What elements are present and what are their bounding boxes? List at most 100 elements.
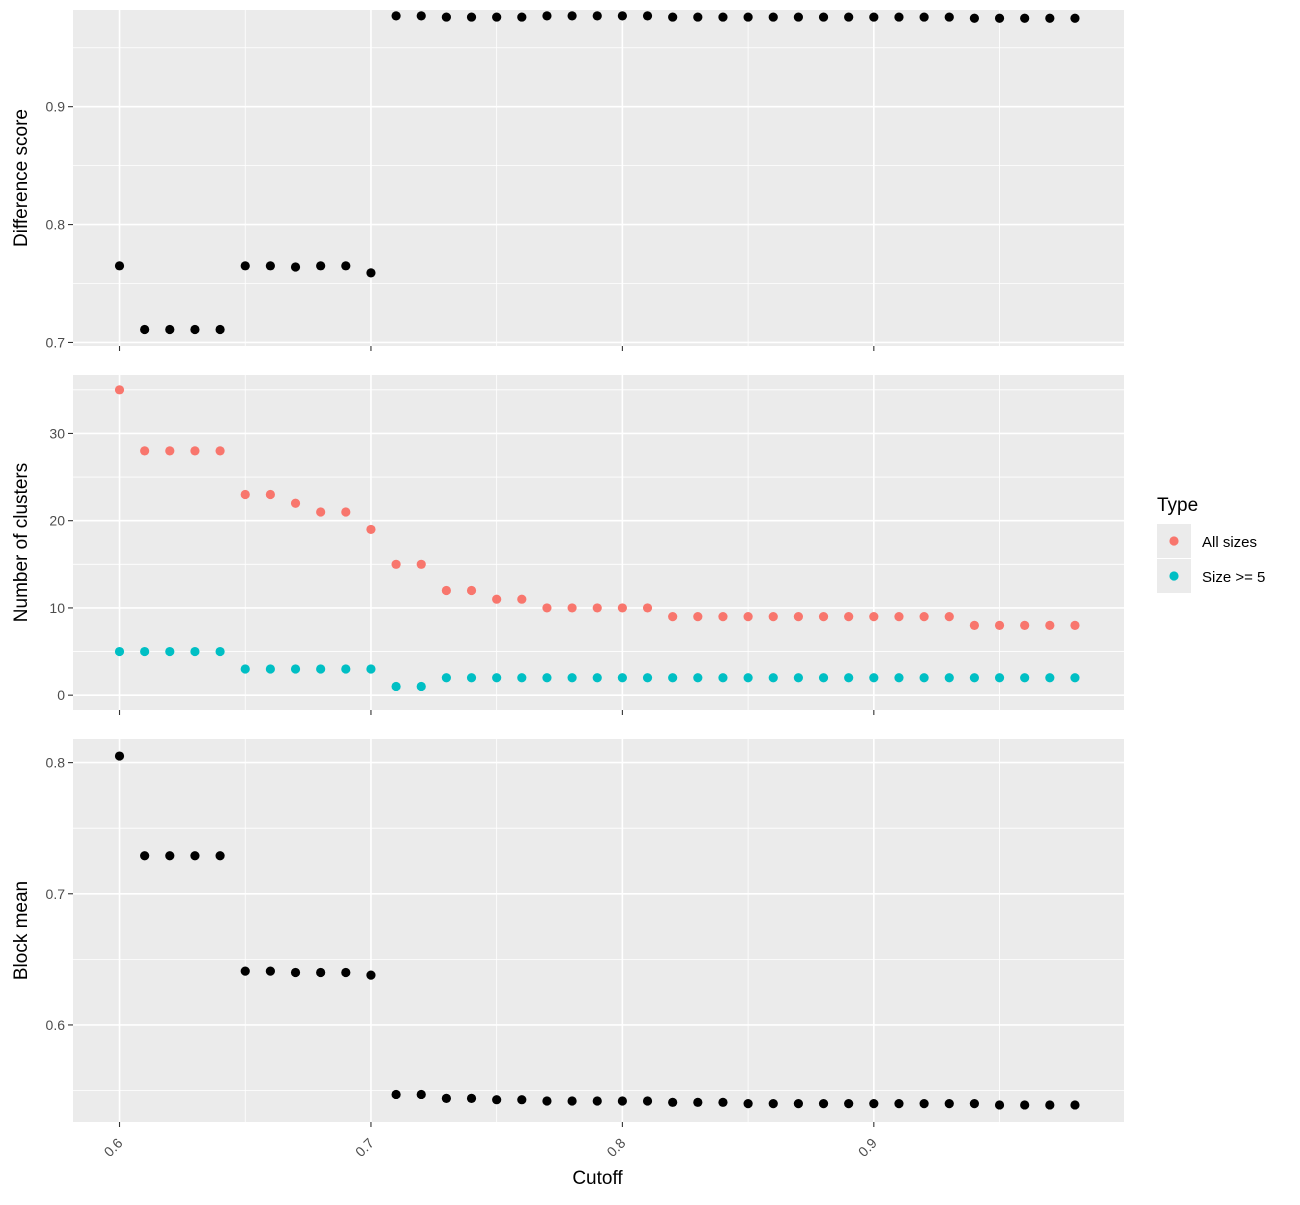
data-point: [240, 489, 250, 500]
data-point: [617, 1096, 627, 1106]
data-point: [341, 507, 351, 517]
data-point: [1070, 1100, 1080, 1110]
data-point: [994, 620, 1005, 630]
data-point: [1070, 673, 1080, 683]
data-point: [391, 1089, 401, 1100]
y-tick-label: 0.8: [46, 755, 66, 771]
data-point: [466, 673, 477, 683]
data-point: [492, 12, 502, 22]
data-point: [693, 612, 703, 622]
data-point: [743, 673, 753, 683]
data-point: [592, 11, 602, 21]
panel-bottom: 0.6 0.7 0.8 Block mean: [11, 739, 1124, 1127]
panel-background: [73, 10, 1124, 346]
data-point: [1045, 1100, 1055, 1110]
data-point: [668, 1097, 678, 1107]
data-point: [265, 966, 275, 976]
data-point: [668, 12, 678, 22]
data-point: [944, 1099, 954, 1109]
data-point: [114, 646, 125, 657]
data-point: [894, 1099, 904, 1109]
data-point: [969, 620, 979, 630]
data-point: [693, 673, 703, 683]
data-point: [969, 673, 979, 683]
data-point: [793, 612, 803, 622]
data-point: [718, 612, 728, 622]
data-point: [642, 1096, 653, 1106]
series-2: [114, 646, 1080, 692]
data-point: [466, 1093, 477, 1103]
y-tick-label: 0.6: [46, 1017, 66, 1033]
data-point: [290, 262, 301, 272]
x-axis: 0.6 0.7 0.8 0.9 Cutoff: [101, 1135, 881, 1189]
data-point: [718, 1097, 728, 1107]
data-point: [165, 646, 175, 657]
data-point: [542, 603, 552, 613]
data-point: [592, 1096, 602, 1106]
data-point: [743, 612, 753, 622]
data-point: [567, 673, 577, 683]
data-point: [969, 1099, 979, 1109]
data-point: [693, 1097, 703, 1107]
data-point: [642, 603, 653, 613]
data-point: [718, 673, 728, 683]
data-point: [114, 751, 125, 761]
data-point: [592, 603, 602, 613]
data-point: [894, 612, 904, 622]
data-point: [542, 1096, 552, 1106]
data-point: [140, 446, 150, 456]
data-point: [1020, 1100, 1030, 1110]
data-point: [441, 1093, 451, 1103]
panel-middle: 0 10 20 30 Number of clusters: [11, 375, 1124, 715]
data-point: [944, 673, 954, 683]
data-point: [140, 646, 150, 657]
data-point: [341, 261, 351, 271]
data-point: [668, 673, 678, 683]
data-point: [994, 13, 1005, 23]
data-point: [743, 12, 753, 22]
data-point: [919, 12, 929, 22]
data-point: [642, 11, 653, 21]
data-point: [617, 603, 627, 613]
data-point: [240, 261, 250, 271]
data-point: [1070, 13, 1080, 23]
series-1: [114, 751, 1080, 1110]
series-1: [114, 11, 1080, 335]
panel-background: [73, 375, 1124, 710]
data-point: [114, 261, 125, 271]
data-point: [969, 13, 979, 23]
data-point: [869, 673, 879, 683]
data-point: [1045, 13, 1055, 23]
data-point: [316, 261, 326, 271]
data-point: [165, 851, 175, 861]
data-point: [793, 1099, 803, 1109]
data-point: [567, 11, 577, 21]
data-point: [919, 1099, 929, 1109]
data-point: [190, 446, 200, 456]
data-point: [517, 673, 527, 683]
y-axis-title: Block mean: [11, 881, 32, 980]
data-point: [944, 12, 954, 22]
data-point: [416, 559, 426, 569]
y-tick-label: 0: [57, 687, 65, 703]
data-point: [265, 261, 275, 271]
data-point: [793, 12, 803, 22]
data-point: [768, 673, 778, 683]
data-point: [768, 612, 778, 622]
data-point: [466, 585, 477, 596]
data-point: [140, 324, 150, 335]
data-point: [919, 612, 929, 622]
x-tick-label: 0.9: [855, 1135, 880, 1160]
data-point: [1020, 13, 1030, 23]
data-point: [441, 585, 451, 596]
data-point: [416, 1089, 426, 1100]
data-point: [592, 673, 602, 683]
data-point: [341, 664, 351, 674]
data-point: [316, 664, 326, 674]
data-point: [1020, 620, 1030, 630]
data-point: [693, 12, 703, 22]
data-point: [165, 324, 175, 335]
data-point: [567, 1096, 577, 1106]
data-point: [818, 612, 829, 622]
